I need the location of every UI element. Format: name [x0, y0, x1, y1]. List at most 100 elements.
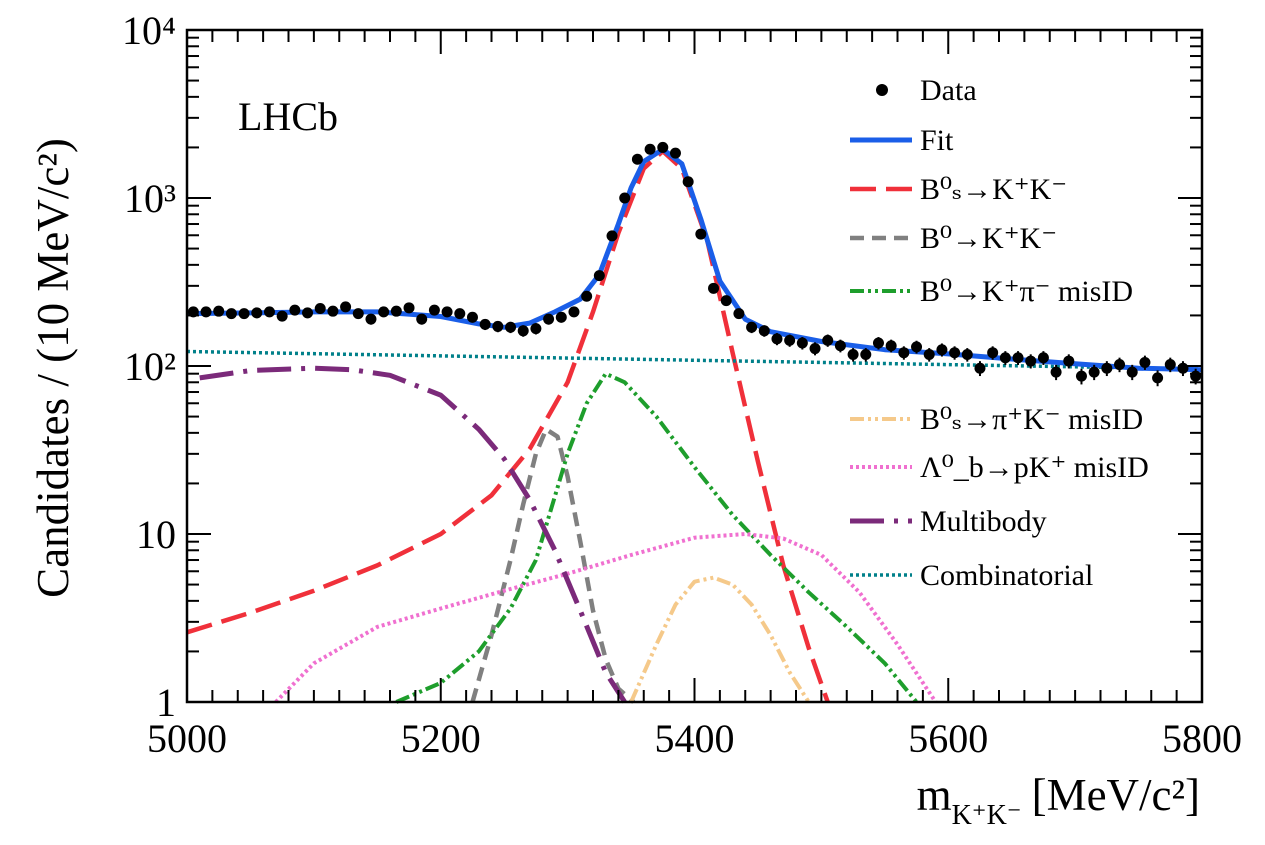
data-point: [606, 230, 618, 242]
data-point-marker: [276, 310, 288, 322]
data-point: [644, 143, 656, 155]
x-axis-label-unit: [MeV/c²]: [1032, 770, 1200, 820]
data-point-marker: [872, 337, 884, 349]
data-point-marker: [1164, 359, 1176, 371]
data-point: [416, 313, 428, 325]
data-point: [669, 147, 681, 159]
legend-entry-bs_kk: B⁰ₛ→K⁺K⁻: [850, 173, 1067, 206]
data-point: [784, 334, 796, 347]
x-tick-label: 5600: [908, 716, 988, 761]
y-tick-label: 10⁴: [122, 8, 176, 53]
data-point: [251, 307, 263, 319]
curve-multibody: [199, 365, 627, 704]
data-point-marker: [555, 311, 567, 323]
data-point: [543, 313, 555, 325]
data-point: [1114, 357, 1126, 373]
legend: Data Fit B⁰ₛ→K⁺K⁻ B⁰→K⁺K⁻ B⁰→K⁺π⁻ misID B⁰ₛ→π…: [850, 74, 1149, 592]
data-point: [771, 333, 783, 346]
x-tick-label: 5400: [655, 716, 735, 761]
data-point-marker: [1177, 362, 1189, 374]
data-point: [961, 348, 973, 362]
data-point-marker: [581, 290, 593, 302]
data-point-marker: [631, 153, 643, 165]
y-axis-label: Candidates / (10 MeV/c²): [28, 138, 78, 598]
data-point-marker: [568, 306, 580, 318]
curve-combinatorial: [186, 349, 1203, 371]
data-point: [530, 323, 542, 335]
data-point: [720, 295, 732, 307]
data-point-marker: [898, 347, 910, 359]
data-point: [1012, 351, 1024, 365]
data-point: [1152, 370, 1164, 387]
data-point: [479, 318, 491, 331]
legend-label: Data: [920, 74, 977, 107]
data-point-marker: [251, 307, 263, 319]
data-point-marker: [365, 313, 377, 325]
data-point-marker: [1126, 366, 1138, 378]
legend-label: Combinatorial: [920, 559, 1093, 592]
data-point-marker: [225, 308, 237, 320]
data-point: [466, 311, 478, 323]
data-point: [263, 306, 275, 318]
data-point: [746, 321, 758, 334]
x-tick-label: 5800: [1162, 716, 1242, 761]
data-point: [619, 192, 631, 204]
data-point-marker: [606, 230, 618, 242]
data-point-marker: [720, 295, 732, 307]
data-point-marker: [213, 305, 225, 317]
data-point-marker: [378, 306, 390, 318]
legend-label: B⁰→K⁺π⁻ misID: [920, 275, 1133, 308]
data-point: [428, 304, 440, 316]
data-point: [987, 346, 999, 360]
data-point-marker: [302, 307, 314, 319]
data-point: [885, 339, 897, 353]
data-point: [352, 308, 364, 320]
data-point-marker: [593, 270, 605, 282]
data-point-marker: [1152, 372, 1164, 384]
data-point-marker: [682, 176, 694, 188]
x-tick-label: 5200: [401, 716, 481, 761]
data-point-marker: [999, 352, 1011, 364]
legend-entry-lb_pk: Λ⁰_b→pK⁺ misID: [850, 451, 1149, 484]
plot-frame: [185, 28, 1204, 704]
data-point: [657, 141, 669, 153]
data-point-marker: [505, 321, 517, 333]
data-point: [1164, 357, 1176, 373]
legend-swatch: [876, 84, 888, 96]
data-point: [378, 306, 390, 318]
data-point-marker: [974, 362, 986, 374]
data-point-marker: [669, 147, 681, 159]
data-point: [327, 305, 339, 317]
data-points-layer: [187, 141, 1202, 387]
data-point-marker: [530, 323, 542, 335]
data-point: [733, 308, 745, 320]
legend-label: Multibody: [920, 505, 1047, 538]
data-point-marker: [987, 347, 999, 359]
data-point: [492, 320, 504, 333]
data-point-marker: [644, 143, 656, 155]
data-point: [314, 302, 326, 314]
legend-label: Λ⁰_b→pK⁺ misID: [920, 451, 1149, 484]
data-point: [390, 305, 402, 317]
data-point-marker: [1075, 370, 1087, 382]
data-point: [974, 361, 986, 377]
x-tick-labels: 5000 5200 5400 5600 5800: [147, 716, 1242, 761]
y-tick-label: 10³: [124, 176, 176, 221]
data-point: [822, 334, 834, 347]
data-point-marker: [1012, 352, 1024, 364]
data-point-marker: [784, 334, 796, 346]
data-point: [1063, 354, 1075, 369]
legend-label: Fit: [920, 124, 954, 157]
data-point-marker: [1050, 366, 1062, 378]
legend-entry-data: Data: [876, 74, 977, 107]
data-point-marker: [809, 343, 821, 355]
data-point: [898, 346, 910, 360]
axis-ticks: [186, 30, 1203, 703]
data-point: [1075, 368, 1087, 385]
data-point-marker: [847, 349, 859, 361]
curve-b0_kk: [470, 427, 636, 704]
curve-bs_kk: [186, 148, 830, 703]
data-point-marker: [200, 306, 212, 318]
data-point-marker: [911, 341, 923, 353]
